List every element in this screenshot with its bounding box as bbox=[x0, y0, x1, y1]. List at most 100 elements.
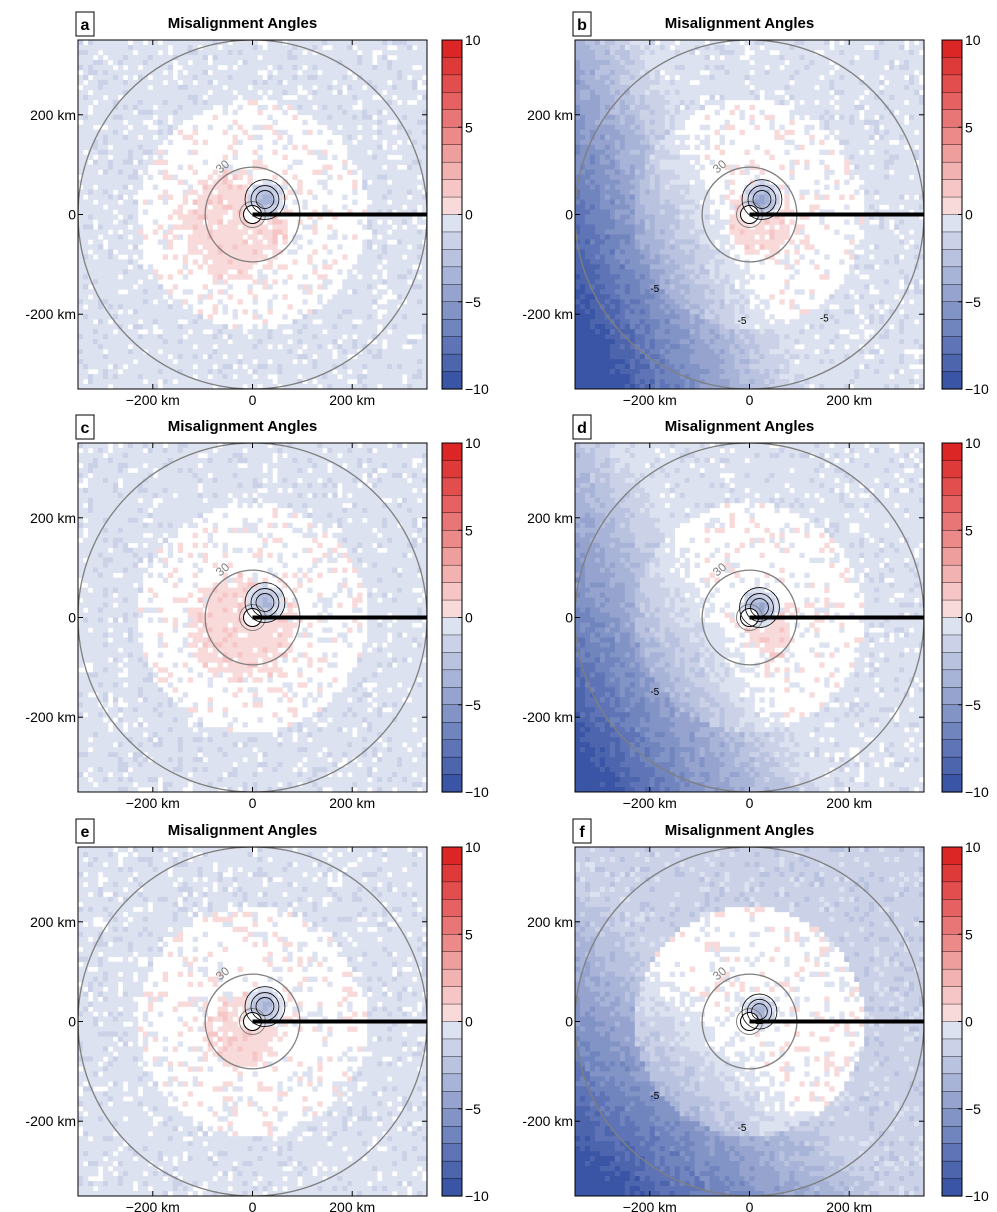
core-contour bbox=[255, 190, 275, 209]
colorbar-segment bbox=[941, 951, 963, 970]
x-tick-label: 200 km bbox=[826, 795, 872, 811]
panel-label-box bbox=[75, 11, 95, 37]
core-contour bbox=[751, 1003, 768, 1020]
colorbar-tick-label: 5 bbox=[965, 522, 973, 538]
y-tick-label: -200 km bbox=[522, 306, 573, 322]
colorbar-segment bbox=[441, 634, 463, 654]
panel-label-box bbox=[75, 818, 95, 844]
x-tick-label: −200 km bbox=[623, 795, 677, 811]
colorbar-segment bbox=[441, 39, 463, 59]
colorbar-segment bbox=[941, 1091, 963, 1110]
panel-label: d bbox=[577, 420, 587, 437]
colorbar-segment bbox=[941, 214, 963, 233]
colorbar-segment bbox=[941, 986, 963, 1005]
colorbar-segment bbox=[441, 336, 463, 355]
colorbar-segment bbox=[941, 319, 963, 338]
y-tick-label: 0 bbox=[565, 610, 573, 626]
contour-label: -5 bbox=[650, 284, 659, 295]
heatmap-field: 30-5-5 -5 bbox=[575, 40, 924, 389]
colorbar-segment bbox=[941, 161, 963, 181]
x-tick-label: 200 km bbox=[826, 392, 872, 408]
colorbar-segment bbox=[941, 371, 963, 390]
colorbar-segment bbox=[441, 881, 463, 900]
colorbar-segment bbox=[441, 371, 463, 390]
panel-label: e bbox=[81, 824, 90, 841]
core-contour bbox=[741, 993, 778, 1030]
colorbar-segment bbox=[441, 92, 463, 111]
colorbar-tick-label: 10 bbox=[465, 32, 481, 48]
colorbar-segment bbox=[941, 722, 963, 741]
colorbar: 10 5 0 −5 −10 bbox=[941, 32, 989, 397]
colorbar: 10 5 0 −5 −10 bbox=[941, 435, 989, 800]
colorbar-segment bbox=[441, 1038, 463, 1057]
y-tick-label: 200 km bbox=[30, 914, 76, 930]
colorbar-segment bbox=[941, 249, 963, 268]
core-contour bbox=[739, 587, 780, 628]
colorbar-segment bbox=[441, 687, 463, 706]
colorbar-segment bbox=[441, 722, 463, 741]
colorbar-tick-label: 10 bbox=[965, 839, 981, 855]
panel-label-box bbox=[572, 818, 592, 844]
x-tick-label: 200 km bbox=[329, 392, 375, 408]
chart-title: Misalignment Angles bbox=[665, 822, 814, 839]
colorbar-segment bbox=[941, 109, 963, 128]
colorbar-segment bbox=[441, 864, 463, 883]
colorbar-segment bbox=[941, 74, 963, 93]
colorbar-segment bbox=[941, 1003, 963, 1023]
colorbar-segment bbox=[941, 881, 963, 900]
colorbar-tick-label: 10 bbox=[965, 32, 981, 48]
colorbar-segment bbox=[941, 634, 963, 654]
colorbar-segment bbox=[441, 231, 463, 250]
colorbar-segment bbox=[941, 916, 963, 935]
colorbar-segment bbox=[441, 1003, 463, 1023]
x-tick-label: −200 km bbox=[126, 1199, 180, 1212]
colorbar-segment bbox=[941, 652, 963, 671]
colorbar-segment bbox=[441, 442, 463, 462]
y-tick-label: 0 bbox=[68, 207, 76, 223]
y-tick-label: 0 bbox=[68, 610, 76, 626]
y-tick-label: 200 km bbox=[30, 107, 76, 123]
panel-label-box bbox=[572, 414, 592, 440]
colorbar-segment bbox=[441, 353, 463, 373]
colorbar-tick-label: 10 bbox=[465, 435, 481, 451]
colorbar-segment bbox=[941, 704, 963, 723]
colorbar-tick-label: 10 bbox=[465, 839, 481, 855]
colorbar-tick-label: 0 bbox=[465, 610, 473, 626]
colorbar-segment bbox=[441, 582, 463, 601]
core-contour bbox=[255, 997, 275, 1016]
colorbar-segment bbox=[941, 284, 963, 303]
colorbar-segment bbox=[441, 214, 463, 233]
colorbar-segment bbox=[941, 196, 963, 216]
x-tick-label: 0 bbox=[249, 1199, 257, 1212]
panel-label-box bbox=[75, 414, 95, 440]
colorbar-segment bbox=[941, 934, 963, 953]
x-tick-label: −200 km bbox=[623, 392, 677, 408]
colorbar-segment bbox=[441, 739, 463, 758]
core-contour bbox=[745, 593, 774, 622]
core-contour bbox=[741, 179, 783, 220]
colorbar-segment bbox=[941, 739, 963, 758]
colorbar-segment bbox=[441, 756, 463, 776]
contour-label: -5 bbox=[650, 687, 659, 698]
colorbar-segment bbox=[941, 57, 963, 76]
panel-d: 30-5 −200 km 0 200 km 200 km 0 -200 km d Misalig… bbox=[522, 414, 989, 811]
chart-title: Misalignment Angles bbox=[168, 822, 317, 839]
panel-label: b bbox=[577, 17, 587, 34]
colorbar-segment bbox=[941, 756, 963, 776]
core-contour bbox=[255, 593, 275, 612]
x-tick-label: 200 km bbox=[329, 795, 375, 811]
colorbar-segment bbox=[441, 1178, 463, 1197]
colorbar-segment bbox=[941, 864, 963, 883]
colorbar-segment bbox=[441, 266, 463, 285]
y-tick-label: 0 bbox=[565, 1014, 573, 1030]
colorbar-segment bbox=[941, 460, 963, 479]
colorbar-segment bbox=[941, 617, 963, 636]
y-tick-label: 200 km bbox=[527, 107, 573, 123]
colorbar-segment bbox=[941, 442, 963, 462]
panel-label: f bbox=[579, 824, 585, 841]
chart-title: Misalignment Angles bbox=[168, 15, 317, 32]
colorbar-segment bbox=[441, 144, 463, 163]
colorbar-segment bbox=[941, 968, 963, 988]
colorbar-segment bbox=[441, 547, 463, 566]
x-tick-label: 0 bbox=[746, 795, 754, 811]
